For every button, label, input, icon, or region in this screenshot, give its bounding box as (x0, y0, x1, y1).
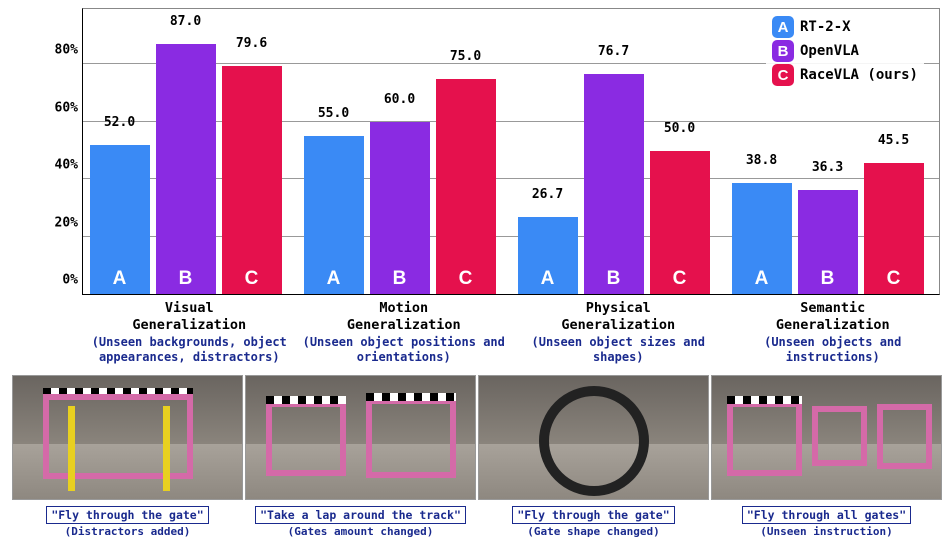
caption-sub: (Gate shape changed) (478, 525, 709, 538)
photo-caption: "Fly through all gates"(Unseen instructi… (711, 504, 942, 538)
legend-label: RaceVLA (ours) (800, 67, 918, 83)
group-label: MotionGeneralization(Unseen object posit… (297, 300, 512, 372)
group-label: PhysicalGeneralization(Unseen object siz… (511, 300, 726, 372)
group-subtitle: (Unseen object positions and orientation… (303, 335, 506, 365)
example-photo (245, 375, 476, 500)
legend-label: RT-2-X (800, 19, 851, 35)
legend-badge: C (772, 64, 794, 86)
bar (436, 79, 496, 294)
bar-series-letter: A (90, 268, 150, 290)
bar-value-label: 60.0 (370, 92, 430, 107)
bar-value-label: 55.0 (304, 106, 364, 121)
caption-quote: "Fly through the gate" (46, 506, 208, 524)
bar (222, 66, 282, 294)
caption-sub: (Gates amount changed) (245, 525, 476, 538)
photo-caption: "Fly through the gate"(Distractors added… (12, 504, 243, 538)
legend-item: B OpenVLA (772, 40, 918, 62)
bar-series-letter: C (650, 268, 710, 290)
group-subtitle: (Unseen objects and instructions) (732, 335, 935, 365)
bar-series-letter: C (864, 268, 924, 290)
bar-value-label: 87.0 (156, 14, 216, 29)
group-title: VisualGeneralization (88, 300, 291, 334)
example-photo (478, 375, 709, 500)
legend: A RT-2-X B OpenVLA C RaceVLA (ours) (766, 12, 924, 90)
y-tick: 60% (40, 100, 78, 115)
caption-quote: "Fly through the gate" (512, 506, 674, 524)
y-axis: 0%20%40%60%80%100% (40, 8, 80, 295)
bar-series-letter: B (584, 268, 644, 290)
caption-sub: (Distractors added) (12, 525, 243, 538)
bar-series-letter: A (732, 268, 792, 290)
group-subtitle: (Unseen object sizes and shapes) (517, 335, 720, 365)
bar-series-letter: B (798, 268, 858, 290)
bar-group: 26.7 A 76.7 B 50.0 C (511, 9, 716, 294)
bar-value-label: 50.0 (650, 121, 710, 136)
bar-value-label: 76.7 (584, 44, 644, 59)
example-photo (711, 375, 942, 500)
y-tick: 0% (40, 273, 78, 288)
photo-caption: "Take a lap around the track"(Gates amou… (245, 504, 476, 538)
legend-label: OpenVLA (800, 43, 859, 59)
bar (584, 74, 644, 294)
bar-group: 55.0 A 60.0 B 75.0 C (297, 9, 502, 294)
bar-value-label: 36.3 (798, 160, 858, 175)
bar-value-label: 26.7 (518, 187, 578, 202)
caption-quote: "Fly through all gates" (742, 506, 911, 524)
bar-series-letter: B (370, 268, 430, 290)
group-title: SemanticGeneralization (732, 300, 935, 334)
bar-series-letter: A (518, 268, 578, 290)
bar-series-letter: B (156, 268, 216, 290)
photo-row (12, 375, 942, 500)
group-title: MotionGeneralization (303, 300, 506, 334)
legend-badge: A (772, 16, 794, 38)
bar-series-letter: C (436, 268, 496, 290)
bar-value-label: 38.8 (732, 153, 792, 168)
chart-area: 0%20%40%60%80%100% 52.0A87.0B79.6C55.0A6… (40, 8, 940, 313)
bar-value-label: 52.0 (90, 115, 150, 130)
bar-series-letter: C (222, 268, 282, 290)
y-tick: 40% (40, 158, 78, 173)
bar-value-label: 75.0 (436, 49, 496, 64)
x-axis-labels: VisualGeneralization(Unseen backgrounds,… (82, 300, 940, 372)
bar-group: 52.0 A 87.0 B 79.6 C (83, 9, 288, 294)
group-label: SemanticGeneralization(Unseen objects an… (726, 300, 941, 372)
group-title: PhysicalGeneralization (517, 300, 720, 334)
group-subtitle: (Unseen backgrounds, object appearances,… (88, 335, 291, 365)
example-photo (12, 375, 243, 500)
group-label: VisualGeneralization(Unseen backgrounds,… (82, 300, 297, 372)
legend-item: A RT-2-X (772, 16, 918, 38)
caption-row: "Fly through the gate"(Distractors added… (12, 504, 942, 538)
photo-caption: "Fly through the gate"(Gate shape change… (478, 504, 709, 538)
caption-sub: (Unseen instruction) (711, 525, 942, 538)
caption-quote: "Take a lap around the track" (255, 506, 466, 524)
bar-value-label: 45.5 (864, 133, 924, 148)
y-tick: 100% (40, 0, 78, 1)
legend-badge: B (772, 40, 794, 62)
y-tick: 20% (40, 215, 78, 230)
bar-series-letter: A (304, 268, 364, 290)
legend-item: C RaceVLA (ours) (772, 64, 918, 86)
y-tick: 80% (40, 43, 78, 58)
bar (156, 44, 216, 294)
bar-value-label: 79.6 (222, 36, 282, 51)
